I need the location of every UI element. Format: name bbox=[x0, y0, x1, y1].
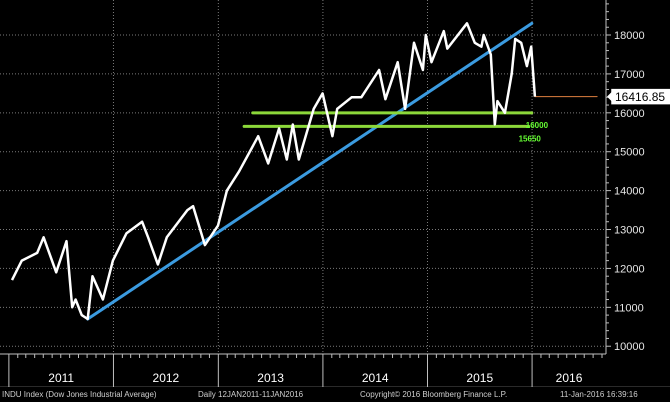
footer-bar: INDU Index (Dow Jones Industrial Average… bbox=[0, 387, 670, 402]
annotation-label: 15650 bbox=[519, 134, 542, 143]
footer-index: INDU Index (Dow Jones Industrial Average… bbox=[2, 390, 157, 399]
annotation-label: 16000 bbox=[526, 121, 549, 130]
last-value-pointer bbox=[607, 91, 612, 102]
x-tick-label: 2016 bbox=[556, 371, 583, 385]
footer-copyright: Copyright© 2016 Bloomberg Finance L.P. bbox=[360, 390, 508, 399]
x-tick-label: 2011 bbox=[48, 371, 74, 385]
x-tick-label: 2012 bbox=[153, 371, 180, 385]
footer-period: Daily 12JAN2011-11JAN2016 bbox=[198, 390, 304, 399]
x-tick-label: 2013 bbox=[257, 371, 284, 385]
y-tick-label: 12000 bbox=[614, 263, 645, 275]
y-tick-label: 18000 bbox=[614, 30, 645, 42]
price-line bbox=[10, 22, 537, 321]
x-tick-label: 2015 bbox=[466, 371, 493, 385]
y-tick-label: 17000 bbox=[614, 69, 645, 81]
reference-line bbox=[86, 21, 534, 321]
footer-timestamp: 11-Jan-2016 16:39:16 bbox=[560, 390, 638, 399]
x-tick-label: 2014 bbox=[362, 371, 389, 385]
y-tick-label: 13000 bbox=[614, 225, 645, 237]
y-tick-label: 16000 bbox=[614, 108, 645, 120]
y-tick-label: 15000 bbox=[614, 147, 645, 159]
y-tick-label: 11000 bbox=[614, 302, 644, 314]
last-value-label: 16416.85 bbox=[615, 90, 665, 104]
y-tick-label: 14000 bbox=[614, 186, 645, 198]
y-tick-label: 10000 bbox=[614, 341, 645, 353]
